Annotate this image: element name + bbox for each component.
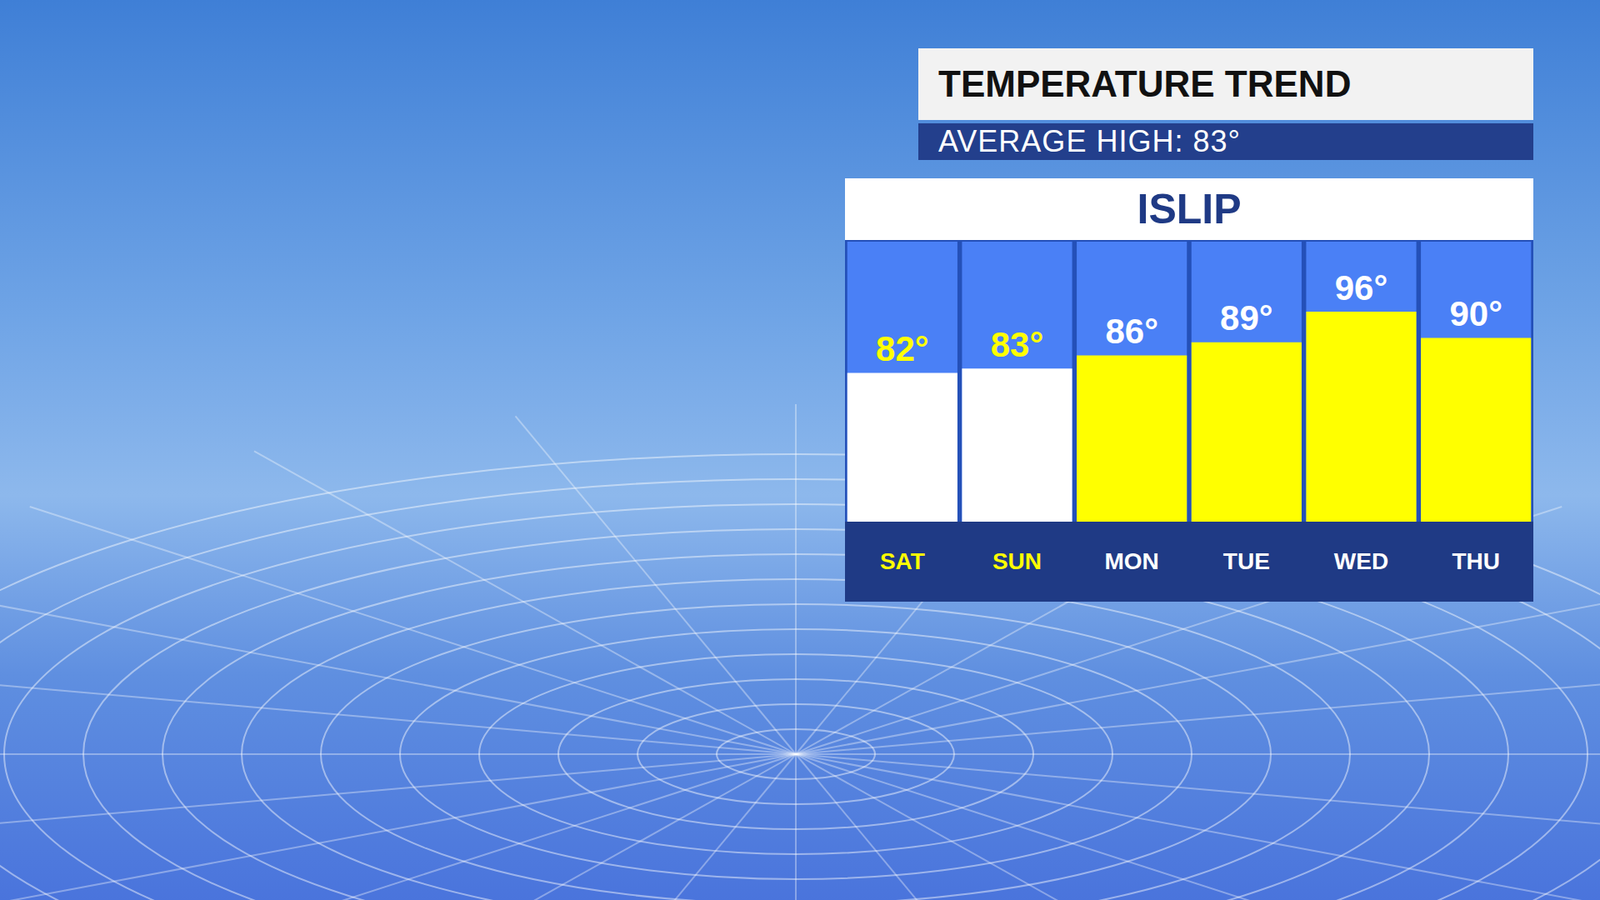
svg-text:SAT: SAT <box>880 548 925 575</box>
svg-text:SUN: SUN <box>992 548 1042 575</box>
svg-text:THU: THU <box>1451 548 1500 575</box>
svg-text:90°: 90° <box>1449 294 1503 334</box>
html-text:AVERAGE HIGH: 83°: AVERAGE HIGH: 83° <box>938 124 1241 159</box>
svg-text:83°: 83° <box>990 325 1045 365</box>
html-text:ISLIP: ISLIP <box>1137 185 1242 233</box>
svg-text:MON: MON <box>1105 548 1160 575</box>
svg-text:82°: 82° <box>875 329 930 369</box>
svg-text:TUE: TUE <box>1223 548 1270 575</box>
svg-text:WED: WED <box>1334 548 1389 575</box>
svg-text:96°: 96° <box>1335 268 1389 308</box>
svg-text:86°: 86° <box>1105 311 1159 351</box>
svg-text:89°: 89° <box>1220 298 1274 338</box>
html-text:TEMPERATURE TREND: TEMPERATURE TREND <box>938 63 1352 105</box>
